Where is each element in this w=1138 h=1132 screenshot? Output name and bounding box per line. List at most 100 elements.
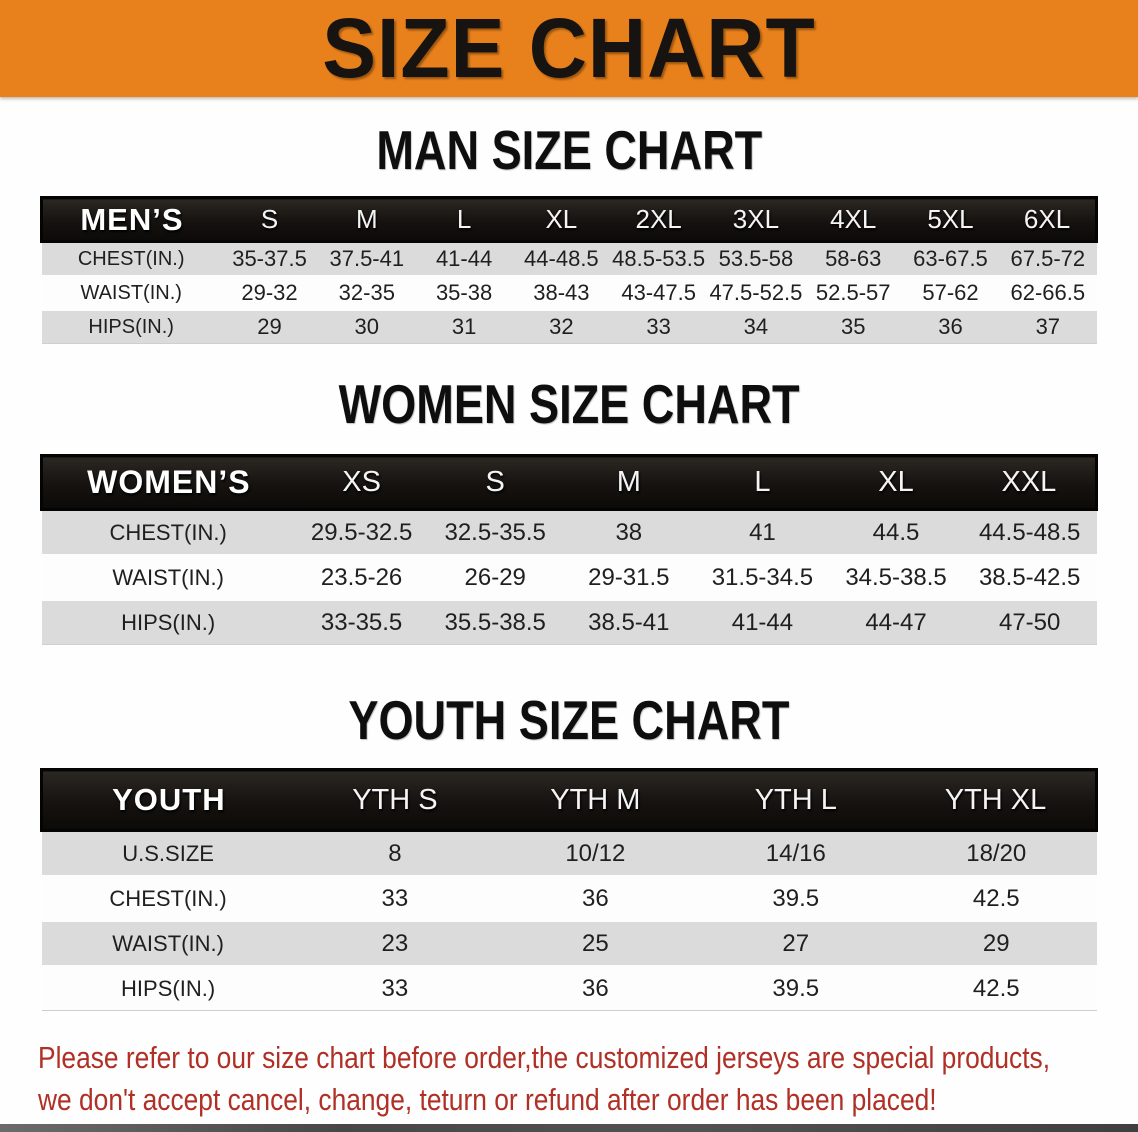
men-column-header: 4XL <box>804 196 902 243</box>
women-corner-label: WOMEN’S <box>39 454 295 511</box>
women-row-label: WAIST(IN.) <box>41 554 295 600</box>
women-size-value: 29-31.5 <box>562 554 696 600</box>
men-size-value: 38-43 <box>512 275 610 310</box>
men-size-value: 44-48.5 <box>512 240 610 276</box>
women-size-value: 44.5-48.5 <box>962 508 1097 555</box>
men-size-value: 37 <box>999 309 1097 344</box>
men-size-value: 34 <box>707 309 805 344</box>
men-size-value: 36 <box>901 309 1000 344</box>
youth-corner-label: YOUTH <box>39 768 295 832</box>
women-row-label: HIPS(IN.) <box>41 599 295 645</box>
youth-size-value: 36 <box>495 965 696 1011</box>
men-table-holder: MEN’S S M L XL 2XL 3XL 4XL 5XL 6XL CHEST(IN.) 35-37… <box>39 196 1099 344</box>
youth-measurement-row: CHEST(IN.) 33 36 39.5 42.5 <box>41 875 1097 921</box>
men-section-heading: MAN SIZE CHART <box>376 119 762 181</box>
men-size-table: MEN’S S M L XL 2XL 3XL 4XL 5XL 6XL CHEST(IN.) 35-37… <box>39 196 1099 344</box>
women-size-value: 38.5-41 <box>562 599 696 645</box>
women-row-label: CHEST(IN.) <box>41 508 295 555</box>
youth-column-header: YTH S <box>294 768 496 832</box>
women-size-value: 31.5-34.5 <box>695 554 830 600</box>
youth-column-header: YTH L <box>695 768 896 832</box>
youth-size-value: 8 <box>294 829 496 876</box>
women-size-value: 38.5-42.5 <box>962 554 1097 600</box>
women-section-heading-wrap: WOMEN SIZE CHART <box>0 373 1138 435</box>
men-size-value: 32 <box>512 309 610 344</box>
women-size-table: WOMEN’S XS S M L XL XXL CHEST(IN.) 29.5-32.5 32.5… <box>39 454 1098 645</box>
youth-measurement-row: WAIST(IN.) 23 25 27 29 <box>41 920 1097 966</box>
men-size-value: 43-47.5 <box>610 275 708 310</box>
women-size-value: 26-29 <box>428 554 562 600</box>
bottom-edge-strip <box>0 1124 1138 1132</box>
men-size-value: 35-37.5 <box>220 240 319 276</box>
women-size-value: 41-44 <box>695 599 830 645</box>
men-size-value: 57-62 <box>901 275 1000 310</box>
youth-row-label: WAIST(IN.) <box>41 920 295 966</box>
youth-section-heading-wrap: YOUTH SIZE CHART <box>0 689 1138 751</box>
women-measurement-row: HIPS(IN.) 33-35.5 35.5-38.5 38.5-41 41-44 44-… <box>41 599 1097 645</box>
women-size-value: 34.5-38.5 <box>829 554 963 600</box>
disclaimer-line-2: we don't accept cancel, change, teturn o… <box>38 1082 937 1117</box>
men-size-value: 33 <box>610 309 708 344</box>
men-size-value: 30 <box>318 309 416 344</box>
women-size-value: 32.5-35.5 <box>428 508 562 555</box>
women-size-value: 38 <box>562 508 696 555</box>
men-measurement-row: WAIST(IN.) 29-32 32-35 35-38 38-43 43-47.5 47.… <box>41 275 1097 310</box>
men-size-value: 37.5-41 <box>318 240 416 276</box>
men-section-heading-wrap: MAN SIZE CHART <box>0 119 1138 181</box>
men-column-header: M <box>318 196 416 243</box>
youth-row-label: HIPS(IN.) <box>41 965 295 1011</box>
men-size-value: 52.5-57 <box>804 275 902 310</box>
youth-column-header: YTH XL <box>896 768 1098 832</box>
youth-row-label: CHEST(IN.) <box>41 875 295 921</box>
youth-size-value: 33 <box>294 965 496 1011</box>
youth-size-value: 42.5 <box>896 965 1097 1011</box>
men-size-value: 58-63 <box>804 240 902 276</box>
women-column-header: XL <box>829 454 963 511</box>
men-row-label: CHEST(IN.) <box>41 240 221 276</box>
women-size-value: 33-35.5 <box>294 599 429 645</box>
youth-size-table: YOUTH YTH S YTH M YTH L YTH XL U.S.SIZE 8 10/12… <box>39 768 1098 1011</box>
men-size-value: 48.5-53.5 <box>610 240 708 276</box>
women-measurement-row: WAIST(IN.) 23.5-26 26-29 29-31.5 31.5-34.5 34… <box>41 554 1097 600</box>
youth-section-heading: YOUTH SIZE CHART <box>348 689 790 751</box>
women-size-value: 44-47 <box>829 599 963 645</box>
youth-size-value: 39.5 <box>695 875 896 921</box>
youth-size-value: 42.5 <box>896 875 1097 921</box>
youth-size-value: 18/20 <box>896 829 1097 876</box>
women-size-value: 41 <box>695 508 830 555</box>
women-column-header: XXL <box>962 454 1098 511</box>
men-size-value: 35-38 <box>415 275 513 310</box>
men-row-label: WAIST(IN.) <box>41 275 221 310</box>
youth-size-value: 23 <box>294 920 496 966</box>
disclaimer-text: Please refer to our size chart before or… <box>38 1037 1138 1121</box>
men-column-header: S <box>220 196 319 243</box>
women-column-header: M <box>562 454 696 511</box>
women-section-heading: WOMEN SIZE CHART <box>338 373 800 435</box>
men-column-header: 2XL <box>610 196 708 243</box>
men-row-label: HIPS(IN.) <box>41 309 221 344</box>
youth-size-value: 33 <box>294 875 496 921</box>
men-size-value: 67.5-72 <box>999 240 1097 276</box>
men-size-value: 62-66.5 <box>999 275 1097 310</box>
men-size-value: 35 <box>804 309 902 344</box>
men-header-row: MEN’S S M L XL 2XL 3XL 4XL 5XL 6XL <box>39 196 1099 243</box>
youth-size-value: 25 <box>495 920 696 966</box>
women-column-header: XS <box>294 454 429 511</box>
banner: SIZE CHART <box>0 0 1138 97</box>
page-title: SIZE CHART <box>322 1 816 95</box>
women-size-value: 23.5-26 <box>294 554 429 600</box>
youth-table-holder: YOUTH YTH S YTH M YTH L YTH XL U.S.SIZE 8 10/12… <box>39 768 1098 1011</box>
men-size-value: 32-35 <box>318 275 416 310</box>
youth-header-row: YOUTH YTH S YTH M YTH L YTH XL <box>39 768 1098 832</box>
women-table-holder: WOMEN’S XS S M L XL XXL CHEST(IN.) 29.5-32.5 32.5… <box>39 454 1098 645</box>
men-size-value: 41-44 <box>415 240 513 276</box>
men-size-value: 47.5-52.5 <box>707 275 805 310</box>
men-size-value: 53.5-58 <box>707 240 805 276</box>
women-size-value: 44.5 <box>829 508 963 555</box>
men-size-value: 29-32 <box>220 275 319 310</box>
women-header-row: WOMEN’S XS S M L XL XXL <box>39 454 1098 511</box>
men-column-header: 6XL <box>999 196 1099 243</box>
women-column-header: L <box>695 454 830 511</box>
youth-size-value: 39.5 <box>695 965 896 1011</box>
men-column-header: 5XL <box>901 196 1000 243</box>
